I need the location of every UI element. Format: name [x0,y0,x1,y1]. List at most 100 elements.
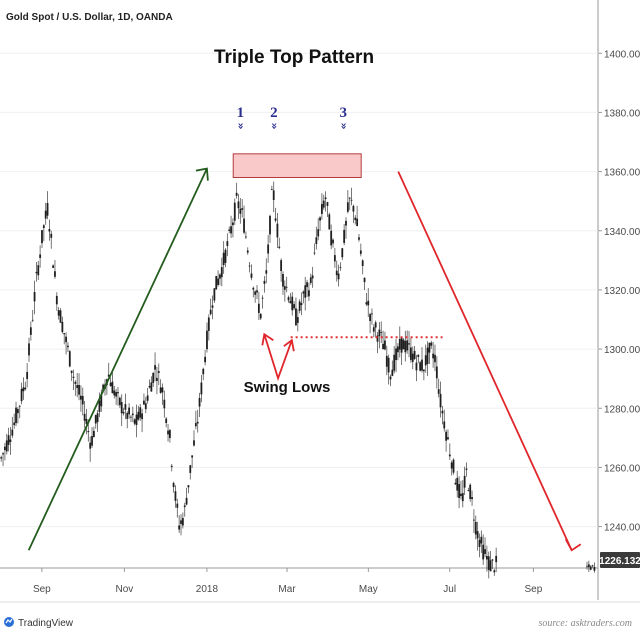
candle-body [74,381,77,384]
candle-body [452,459,455,473]
candle-body [448,454,451,457]
candle-body [443,421,446,429]
candle-body [42,225,45,229]
candle-body [343,229,346,243]
candle-body [586,566,588,568]
y-tick-label: 1320.000 [604,286,640,297]
candle-body [278,246,281,248]
candle-body [61,321,64,333]
candle-body [332,239,334,244]
candle-body [450,462,453,469]
candle-body [441,410,444,414]
y-tick-label: 1400.000 [604,49,640,60]
candle-body [422,369,425,372]
candle-body [293,304,295,309]
candle-body [315,237,318,244]
candle-body [65,336,67,343]
candle-body [587,564,590,568]
peak-chevron-icon: » [337,122,350,129]
candle-body [128,407,131,415]
candle-body [480,536,483,544]
candle-body [152,373,155,383]
candle-body [50,233,53,238]
candle-body [254,291,257,295]
swing-lows-label: Swing Lows [244,379,331,396]
x-axis-ticks: Sep Nov 2018 Mar May Jul Sep [33,568,543,595]
y-tick-label: 1260.000 [604,463,640,474]
swing-low-arrow-head-2 [283,338,295,352]
candle-body [187,485,190,488]
candle-body [591,565,594,567]
peak-label: 2 [270,105,278,121]
candle-body [189,465,192,473]
candle-body [276,223,279,238]
candle-body [176,503,179,508]
candle-body [167,430,169,435]
candle-body [589,566,592,570]
candle-body [170,465,173,468]
candle-body [193,440,195,446]
candle-body [146,395,149,401]
uptrend-arrow-head [195,167,209,181]
x-tick-label: Sep [33,584,51,595]
last-price-label: 1226.132 [599,556,640,567]
candle-body [22,387,25,392]
candle-body [363,277,366,283]
resistance-zone [232,153,362,178]
candle-body [206,330,208,350]
candle-body [13,422,16,426]
resistance-zone-group [232,153,362,178]
candle-body [473,519,475,521]
candle-body [341,248,344,258]
downtrend-arrow-line [397,171,573,551]
candle-body [20,388,23,402]
candle-body [217,278,219,285]
x-tick-label: Sep [525,584,543,595]
candle-body [467,490,470,491]
candle-body [413,350,416,359]
candle-body [174,491,177,501]
candle-body [308,290,310,297]
candle-body [120,402,123,414]
candle-body [141,413,143,420]
candle-body [291,296,294,311]
candle-body [408,343,410,345]
candle-body [239,208,242,214]
candle-body [471,497,473,500]
candle-body [165,418,168,423]
candle-body [272,190,275,200]
candle-body [185,497,188,505]
candle-body [59,310,62,323]
candle-body [456,477,459,491]
last-price-badge [600,552,640,568]
candle-body [135,414,138,425]
candle-body [321,204,323,214]
candle-body [67,345,69,348]
candle-body [415,362,418,371]
peak-chevron-icon: » [234,122,247,129]
candle-body [137,411,140,420]
candles [0,181,596,579]
tradingview-logo[interactable]: TradingView [4,617,74,629]
candle-body [143,400,145,405]
candle-body [94,415,97,424]
candle-body [384,340,386,350]
candle-body [287,297,290,301]
candle-body [107,374,110,377]
swing-lows-arrows [263,334,293,382]
candle-body [191,455,194,458]
candle-body [183,505,186,508]
candle-body [131,413,134,416]
candle-body [445,431,448,441]
candle-body [133,419,136,424]
candle-body [469,484,472,499]
candle-body [454,482,457,485]
candle-body [306,282,308,288]
candle-body [345,220,347,226]
candle-body [80,395,82,400]
candle-body [282,273,284,287]
x-tick-label: May [359,584,378,595]
candle-body [163,399,166,409]
candle-body [161,387,164,393]
